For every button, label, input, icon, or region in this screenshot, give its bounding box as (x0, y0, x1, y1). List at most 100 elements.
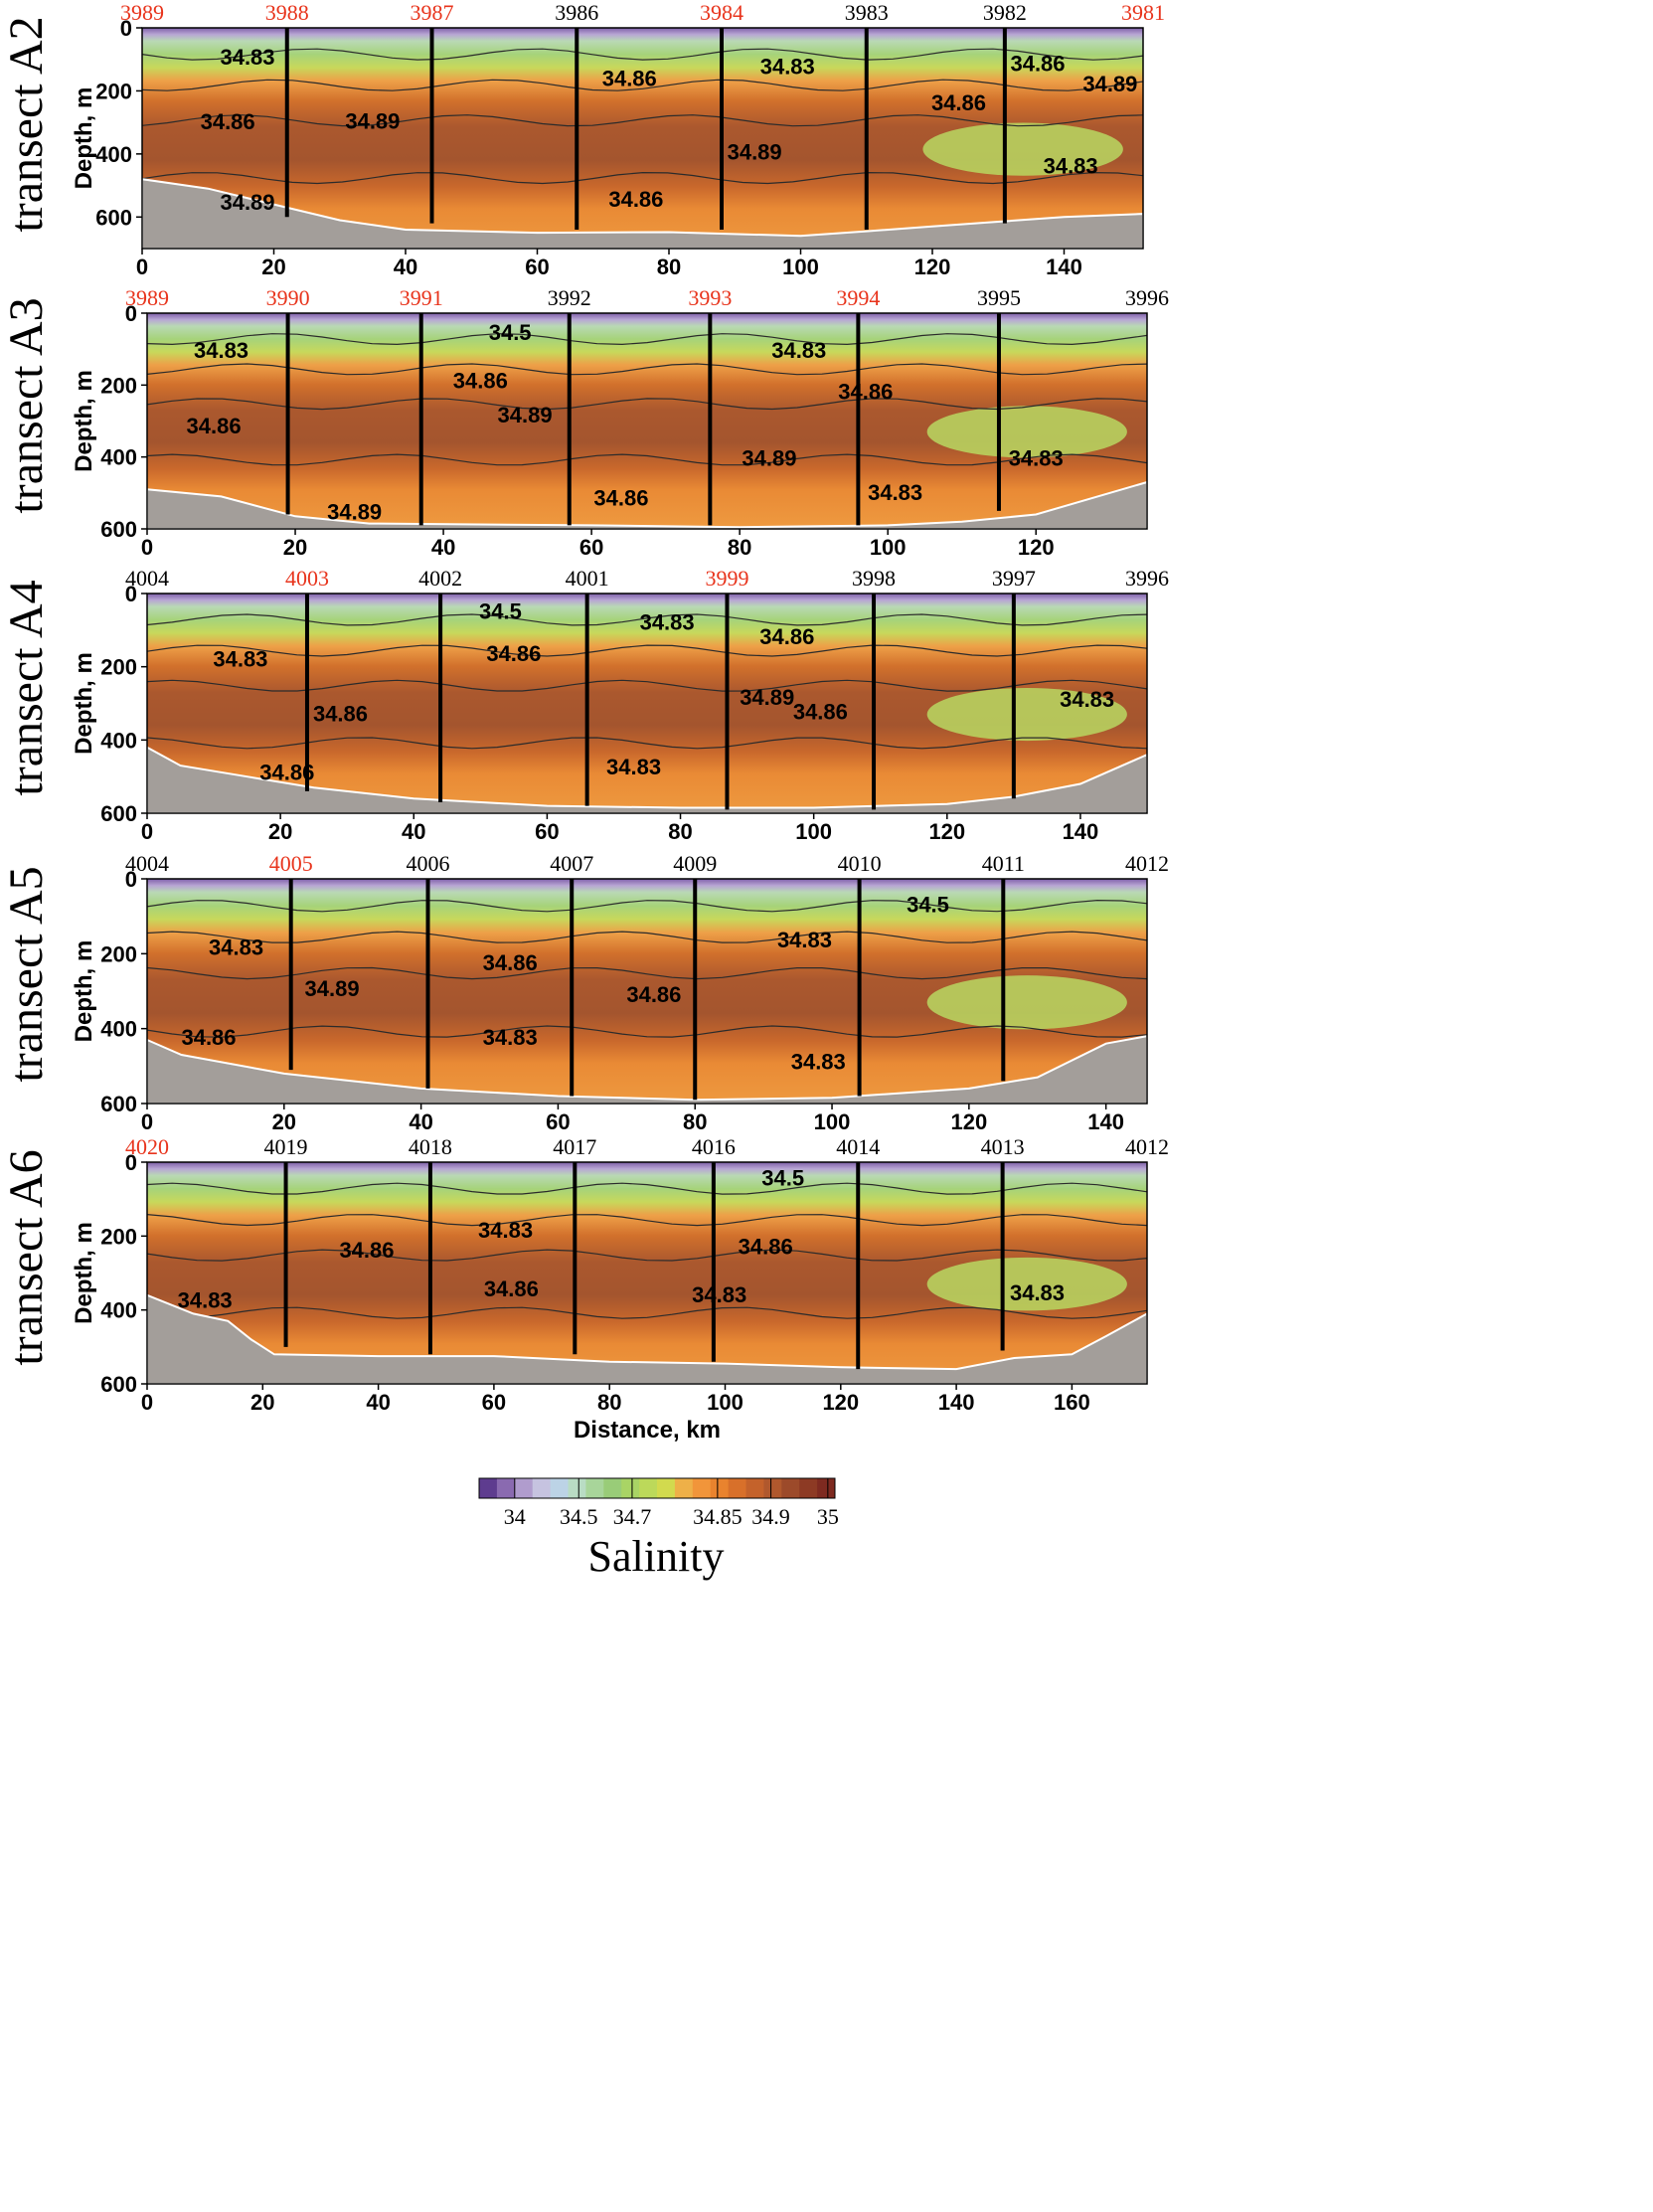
isohaline-contour (146, 1025, 1148, 1038)
colorbar-swatch (514, 1478, 534, 1498)
water-mass-lens (926, 1257, 1127, 1311)
colorbar-tick-label: 34.85 (693, 1504, 743, 1529)
station-label: 4004 (125, 851, 169, 876)
colorbar-swatch (621, 1478, 640, 1498)
water-mass-lens (926, 688, 1127, 742)
colorbar-swatch (692, 1478, 712, 1498)
station-label: 4001 (566, 566, 609, 591)
panel-transect-a2: 3989 3988 3987 3986 3984 3983 3982 3981 34.83 34.… (0, 0, 1165, 279)
x-tick-label: 60 (579, 535, 603, 560)
transect-title: transect A2 (0, 16, 53, 232)
contour-label: 34.83 (220, 45, 274, 70)
contour-label: 34.5 (479, 598, 522, 623)
station-label: 3989 (120, 0, 164, 25)
contour-label: 34.89 (327, 500, 382, 525)
y-tick-label: 0 (125, 582, 137, 606)
contour-label: 34.83 (1010, 1280, 1065, 1305)
station-label: 4009 (673, 851, 717, 876)
y-tick-label: 200 (100, 655, 137, 680)
x-tick-label: 0 (136, 255, 148, 279)
contour-label: 34.86 (838, 380, 893, 405)
x-tick-label: 0 (141, 1109, 153, 1134)
y-tick-label: 400 (100, 1017, 137, 1042)
contour-label: 34.86 (201, 109, 255, 134)
isohaline-contour (146, 644, 1148, 657)
x-tick-label: 100 (814, 1109, 851, 1134)
contour-label: 34.86 (339, 1238, 394, 1263)
contour-label: 34.86 (602, 67, 657, 91)
y-axis-title: Depth, m (71, 652, 97, 755)
y-tick-label: 600 (95, 205, 132, 230)
isohaline-contour (141, 171, 1144, 185)
isohaline-contour (146, 899, 1148, 913)
isohaline-contour (146, 613, 1148, 626)
contour-label: 34.83 (1044, 154, 1098, 179)
station-label: 4013 (981, 1134, 1025, 1159)
contour-label: 34.89 (305, 976, 360, 1001)
station-label: 3988 (265, 0, 309, 25)
contour-label: 34.5 (907, 892, 949, 917)
transect-title: transect A5 (0, 866, 53, 1082)
station-label: 4002 (418, 566, 462, 591)
x-tick-label: 40 (409, 1109, 432, 1134)
station-label: 3986 (555, 0, 598, 25)
isohaline-contour (146, 931, 1148, 943)
isohaline-contour (141, 79, 1144, 91)
station-label: 4005 (269, 851, 313, 876)
colorbar-title: Salinity (588, 1532, 725, 1581)
contour-label: 34.89 (728, 139, 782, 164)
contour-label: 34.83 (606, 755, 661, 779)
station-label: 3995 (977, 285, 1021, 310)
contour-label: 34.89 (1082, 72, 1137, 96)
y-tick-label: 0 (125, 867, 137, 892)
contour-label: 34.83 (791, 1050, 846, 1075)
station-label: 3984 (700, 0, 744, 25)
contour-label: 34.86 (181, 1025, 236, 1050)
contour-label: 34.86 (739, 1234, 793, 1259)
axes-frame (146, 878, 1148, 1105)
colorbar-swatch (710, 1478, 730, 1498)
colorbar-swatch (639, 1478, 658, 1498)
isohaline-contour (146, 1249, 1148, 1262)
station-label: 4018 (409, 1134, 452, 1159)
x-tick-label: 160 (1054, 1390, 1090, 1415)
colorbar-swatch (550, 1478, 569, 1498)
colorbar-swatch (585, 1478, 604, 1498)
colorbar-swatch (728, 1478, 746, 1498)
x-tick-label: 120 (914, 255, 951, 279)
x-tick-label: 0 (141, 1390, 153, 1415)
y-tick-label: 0 (125, 301, 137, 326)
y-tick-label: 600 (100, 1372, 137, 1397)
colorbar-swatch (603, 1478, 622, 1498)
contour-label: 34.86 (483, 950, 538, 975)
station-label: 4003 (285, 566, 329, 591)
x-tick-label: 80 (597, 1390, 621, 1415)
x-tick-label: 60 (482, 1390, 506, 1415)
station-label: 3987 (411, 0, 454, 25)
panel-transect-a4: 4004 4003 4002 4001 3999 3998 3997 3996 34.5 34.8… (0, 566, 1169, 844)
colorbar-swatch (781, 1478, 800, 1498)
station-label: 3989 (125, 285, 169, 310)
x-tick-label: 100 (870, 535, 907, 560)
station-label: 3998 (852, 566, 896, 591)
axes-frame (146, 1161, 1148, 1385)
x-axis-title: Distance, km (574, 1417, 721, 1444)
station-label: 4017 (553, 1134, 596, 1159)
station-label: 4006 (407, 851, 450, 876)
x-tick-label: 40 (402, 819, 425, 844)
isohaline-contour (141, 48, 1144, 61)
station-label: 3996 (1125, 285, 1169, 310)
y-axis-title: Depth, m (71, 940, 97, 1043)
contour-label: 34.83 (483, 1025, 538, 1050)
y-tick-label: 200 (100, 1224, 137, 1249)
contour-label: 34.86 (626, 982, 681, 1007)
y-tick-label: 200 (100, 373, 137, 398)
contour-label: 34.89 (345, 109, 400, 134)
x-tick-label: 120 (1018, 535, 1055, 560)
isohaline-contour (146, 1214, 1148, 1227)
y-axis-title: Depth, m (71, 370, 97, 472)
x-tick-label: 60 (546, 1109, 570, 1134)
station-label: 3990 (266, 285, 310, 310)
isohaline-contour (146, 363, 1148, 376)
